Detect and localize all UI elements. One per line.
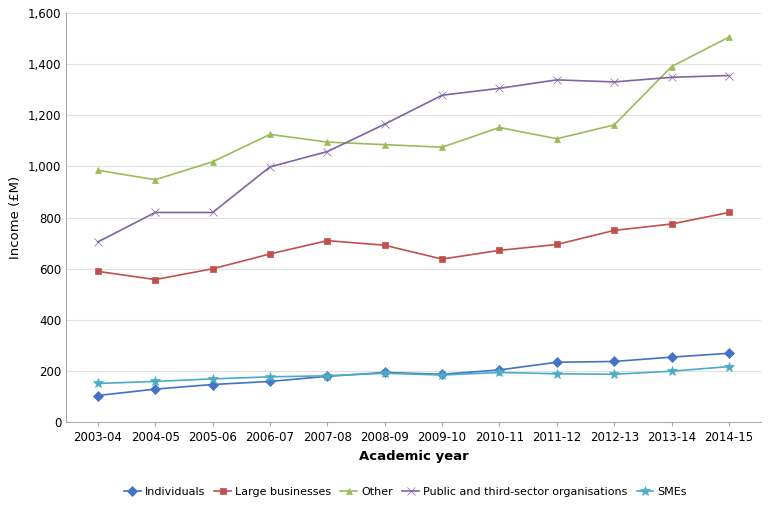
Large businesses <box>208 266 218 272</box>
Other <box>725 34 734 40</box>
SMEs <box>265 374 275 380</box>
Line: Individuals: Individuals <box>94 350 732 399</box>
Large businesses <box>438 256 447 262</box>
Other <box>151 177 160 183</box>
Other <box>667 63 676 70</box>
Public and third-sector organisations <box>323 148 332 155</box>
Public and third-sector organisations <box>380 121 389 127</box>
SMEs <box>725 364 734 370</box>
SMEs <box>93 380 102 387</box>
Legend: Individuals, Large businesses, Other, Public and third-sector organisations, SME: Individuals, Large businesses, Other, Pu… <box>119 482 692 501</box>
Other <box>438 144 447 151</box>
SMEs <box>438 372 447 378</box>
Y-axis label: Income (£M): Income (£M) <box>9 176 23 259</box>
Line: Other: Other <box>94 34 732 183</box>
Individuals <box>552 359 562 366</box>
Individuals <box>609 358 619 365</box>
Other <box>323 139 332 145</box>
Public and third-sector organisations <box>151 209 160 216</box>
SMEs <box>667 368 676 374</box>
Individuals <box>208 381 218 388</box>
Large businesses <box>552 242 562 248</box>
Public and third-sector organisations <box>609 79 619 85</box>
Other <box>93 167 102 173</box>
Public and third-sector organisations <box>667 74 676 80</box>
Line: SMEs: SMEs <box>93 362 734 388</box>
Individuals <box>725 350 734 356</box>
Individuals <box>151 386 160 392</box>
SMEs <box>208 376 218 382</box>
Large businesses <box>667 221 676 227</box>
Other <box>265 132 275 138</box>
SMEs <box>609 371 619 377</box>
Other <box>208 159 218 165</box>
Public and third-sector organisations <box>438 92 447 98</box>
SMEs <box>380 370 389 376</box>
Public and third-sector organisations <box>552 77 562 83</box>
SMEs <box>495 370 504 376</box>
Public and third-sector organisations <box>725 73 734 79</box>
Public and third-sector organisations <box>93 239 102 245</box>
Large businesses <box>93 268 102 274</box>
Large businesses <box>609 227 619 233</box>
Large businesses <box>380 242 389 248</box>
Individuals <box>265 378 275 385</box>
Other <box>609 122 619 128</box>
Individuals <box>93 393 102 399</box>
Large businesses <box>151 276 160 283</box>
Large businesses <box>323 238 332 244</box>
Public and third-sector organisations <box>265 164 275 170</box>
Large businesses <box>725 209 734 216</box>
Individuals <box>495 367 504 373</box>
Line: Public and third-sector organisations: Public and third-sector organisations <box>94 71 733 246</box>
Other <box>552 136 562 142</box>
Large businesses <box>265 251 275 257</box>
X-axis label: Academic year: Academic year <box>359 450 468 463</box>
Other <box>495 124 504 131</box>
SMEs <box>552 371 562 377</box>
SMEs <box>151 378 160 385</box>
SMEs <box>323 373 332 379</box>
Individuals <box>380 370 389 376</box>
Line: Large businesses: Large businesses <box>94 209 732 283</box>
Large businesses <box>495 247 504 253</box>
Public and third-sector organisations <box>208 209 218 216</box>
Individuals <box>323 373 332 379</box>
Individuals <box>438 371 447 377</box>
Public and third-sector organisations <box>495 86 504 92</box>
Individuals <box>667 354 676 360</box>
Other <box>380 142 389 148</box>
